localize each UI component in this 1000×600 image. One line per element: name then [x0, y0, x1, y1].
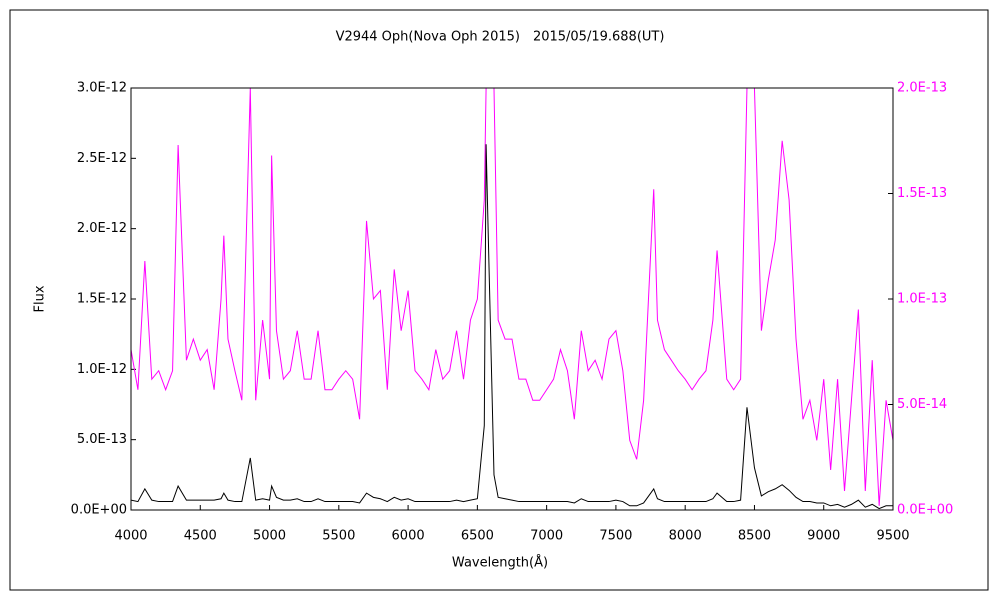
y-tick-label: 1.5E-12: [77, 292, 127, 307]
plot-border: [130, 87, 894, 511]
x-axis-label: Wavelength(Å): [452, 555, 548, 571]
x-tick-label: 6500: [461, 529, 494, 544]
spectrum-line: [131, 88, 893, 506]
y-tick-label: 0.0E+00: [71, 503, 127, 518]
x-tick-label: 8500: [738, 529, 771, 544]
y-axis-label: Flux: [33, 285, 48, 312]
x-tick-label: 5000: [253, 529, 286, 544]
x-tick-label: 7500: [599, 529, 632, 544]
y2-tick-label: 5.0E-14: [897, 397, 947, 412]
x-tick-label: 6000: [392, 529, 425, 544]
x-tick-label: 4000: [114, 529, 147, 544]
y2-tick-label: 1.5E-13: [897, 186, 947, 201]
y-tick-label: 2.0E-12: [77, 221, 127, 236]
y-tick-label: 1.0E-12: [77, 362, 127, 377]
spectrum-line: [131, 144, 893, 510]
chart-title: V2944 Oph(Nova Oph 2015) 2015/05/19.688(…: [336, 30, 665, 45]
x-tick-label: 9000: [807, 529, 840, 544]
plot-area: [131, 88, 893, 510]
y2-tick-label: 1.0E-13: [897, 292, 947, 307]
frame: [9, 9, 989, 591]
x-tick-label: 5500: [322, 529, 355, 544]
x-tick-label: 7000: [530, 529, 563, 544]
x-tick-label: 8000: [669, 529, 702, 544]
x-tick-label: 4500: [184, 529, 217, 544]
y-tick-label: 2.5E-12: [77, 151, 127, 166]
y-tick-label: 3.0E-12: [77, 81, 127, 96]
y2-tick-label: 2.0E-13: [897, 81, 947, 96]
y-tick-label: 5.0E-13: [77, 432, 127, 447]
x-tick-label: 9500: [876, 529, 909, 544]
y2-tick-label: 0.0E+00: [897, 503, 953, 518]
